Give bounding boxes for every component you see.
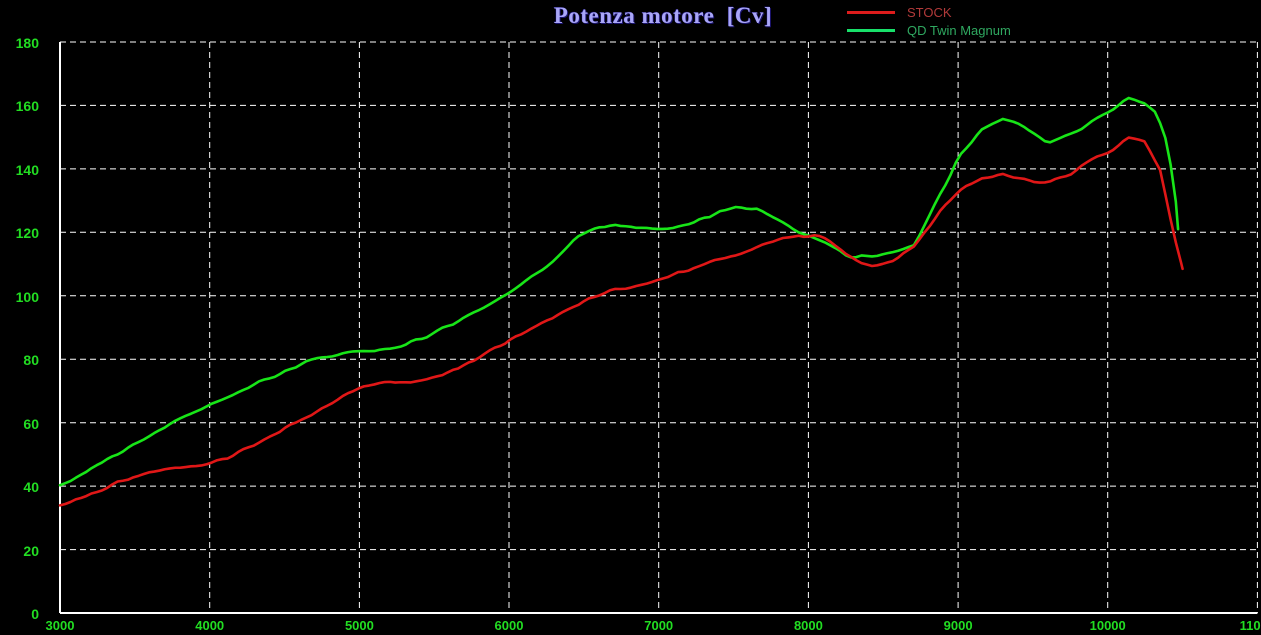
- svg-text:4000: 4000: [195, 618, 224, 633]
- svg-text:5000: 5000: [345, 618, 374, 633]
- svg-text:7000: 7000: [644, 618, 673, 633]
- svg-text:180: 180: [16, 35, 40, 51]
- svg-text:3000: 3000: [46, 618, 75, 633]
- svg-text:20: 20: [23, 543, 39, 559]
- svg-text:8000: 8000: [794, 618, 823, 633]
- svg-text:11000: 11000: [1240, 618, 1261, 633]
- svg-text:80: 80: [23, 352, 39, 368]
- svg-text:10000: 10000: [1090, 618, 1126, 633]
- svg-text:100: 100: [16, 289, 40, 305]
- svg-text:60: 60: [23, 416, 39, 432]
- svg-text:160: 160: [16, 98, 40, 114]
- svg-text:6000: 6000: [495, 618, 524, 633]
- svg-text:120: 120: [16, 225, 40, 241]
- svg-text:0: 0: [31, 606, 39, 622]
- svg-text:40: 40: [23, 479, 39, 495]
- svg-text:140: 140: [16, 162, 40, 178]
- svg-text:9000: 9000: [944, 618, 973, 633]
